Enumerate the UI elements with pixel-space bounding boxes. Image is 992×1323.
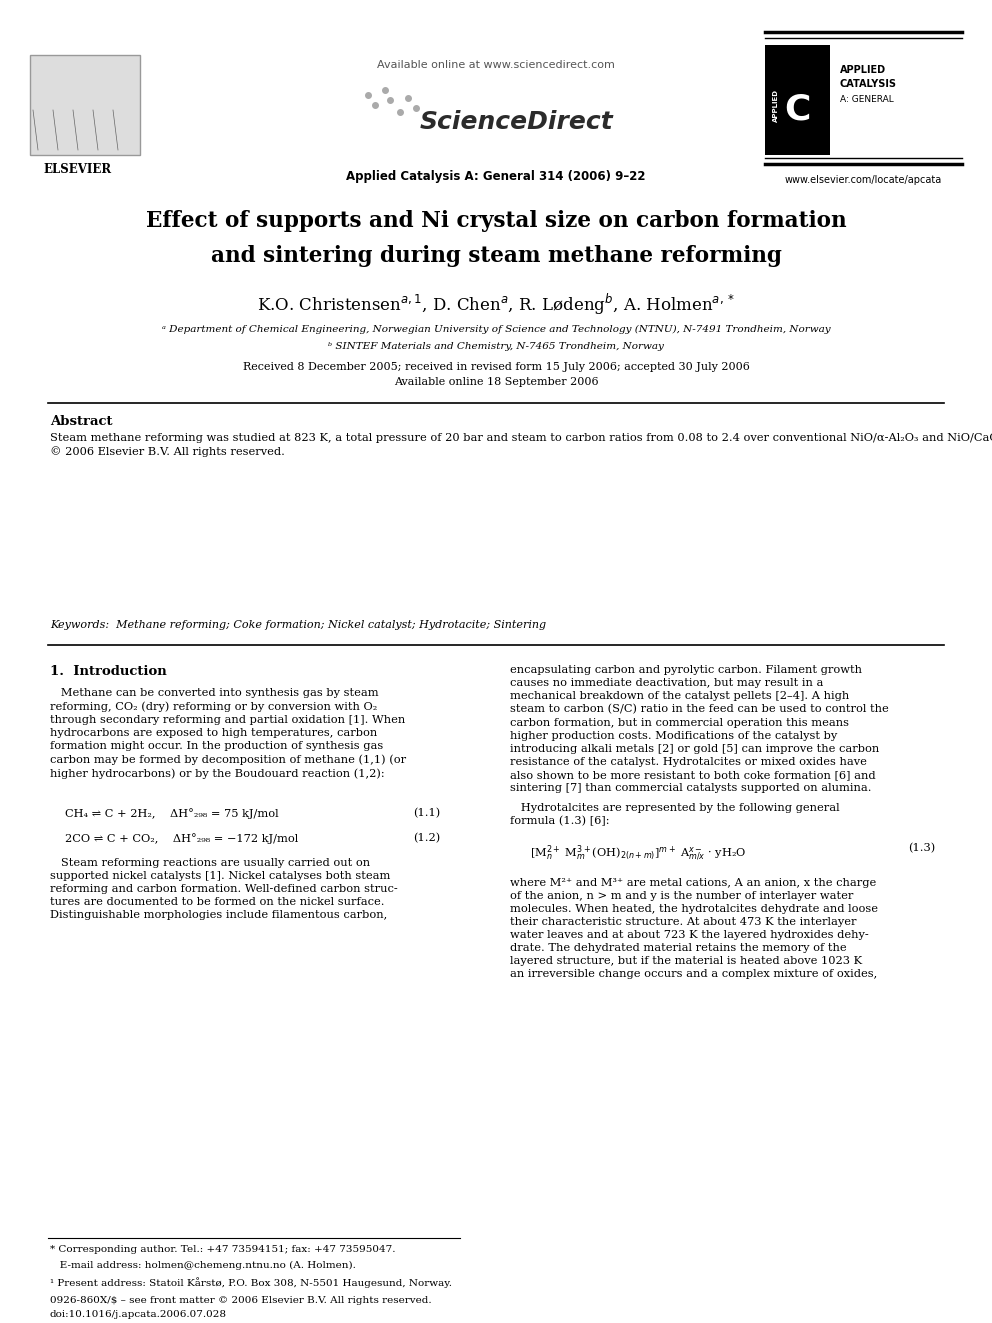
Text: www.elsevier.com/locate/apcata: www.elsevier.com/locate/apcata xyxy=(785,175,941,185)
Text: Keywords:  Methane reforming; Coke formation; Nickel catalyst; Hydrotacite; Sint: Keywords: Methane reforming; Coke format… xyxy=(50,620,547,630)
Text: Effect of supports and Ni crystal size on carbon formation: Effect of supports and Ni crystal size o… xyxy=(146,210,846,232)
Text: K.O. Christensen$^{a,1}$, D. Chen$^{a}$, R. Lødeng$^{b}$, A. Holmen$^{a,*}$: K.O. Christensen$^{a,1}$, D. Chen$^{a}$,… xyxy=(257,292,735,318)
Text: ELSEVIER: ELSEVIER xyxy=(44,163,112,176)
Text: [M$^{2+}_n$ M$^{3+}_m$(OH)$_{2(n+m)}$]$^{m+}$ A$^{x-}_{m/x}$ · yH₂O: [M$^{2+}_n$ M$^{3+}_m$(OH)$_{2(n+m)}$]$^… xyxy=(530,843,746,863)
Text: CH₄ ⇌ C + 2H₂,    ΔH°₂₉₈ = 75 kJ/mol: CH₄ ⇌ C + 2H₂, ΔH°₂₉₈ = 75 kJ/mol xyxy=(65,808,279,819)
Text: Steam methane reforming was studied at 823 K, a total pressure of 20 bar and ste: Steam methane reforming was studied at 8… xyxy=(50,433,992,456)
Text: (1.2): (1.2) xyxy=(413,833,440,843)
Text: ScienceDirect: ScienceDirect xyxy=(420,110,614,134)
Text: APPLIED: APPLIED xyxy=(773,89,779,122)
Text: Steam reforming reactions are usually carried out on
supported nickel catalysts : Steam reforming reactions are usually ca… xyxy=(50,859,398,921)
Text: 0926-860X/$ – see front matter © 2006 Elsevier B.V. All rights reserved.: 0926-860X/$ – see front matter © 2006 El… xyxy=(50,1297,432,1304)
Bar xyxy=(765,45,830,155)
Text: A: GENERAL: A: GENERAL xyxy=(840,95,894,105)
Text: 1.  Introduction: 1. Introduction xyxy=(50,665,167,677)
Text: APPLIED: APPLIED xyxy=(840,65,886,75)
Text: CATALYSIS: CATALYSIS xyxy=(840,79,897,89)
Text: (1.3): (1.3) xyxy=(908,843,935,853)
Text: ᵇ SINTEF Materials and Chemistry, N-7465 Trondheim, Norway: ᵇ SINTEF Materials and Chemistry, N-7465… xyxy=(328,343,664,351)
Text: Abstract: Abstract xyxy=(50,415,112,429)
Text: Available online 18 September 2006: Available online 18 September 2006 xyxy=(394,377,598,388)
Text: * Corresponding author. Tel.: +47 73594151; fax: +47 73595047.: * Corresponding author. Tel.: +47 735941… xyxy=(50,1245,396,1254)
Text: (1.1): (1.1) xyxy=(413,808,440,819)
Bar xyxy=(30,56,140,155)
Text: ᵃ Department of Chemical Engineering, Norwegian University of Science and Techno: ᵃ Department of Chemical Engineering, No… xyxy=(162,325,830,335)
Text: C: C xyxy=(784,93,810,126)
Text: 2CO ⇌ C + CO₂,    ΔH°₂₉₈ = −172 kJ/mol: 2CO ⇌ C + CO₂, ΔH°₂₉₈ = −172 kJ/mol xyxy=(65,833,299,844)
Text: doi:10.1016/j.apcata.2006.07.028: doi:10.1016/j.apcata.2006.07.028 xyxy=(50,1310,227,1319)
Text: where M²⁺ and M³⁺ are metal cations, A an anion, x the charge
of the anion, n > : where M²⁺ and M³⁺ are metal cations, A a… xyxy=(510,878,878,979)
Text: encapsulating carbon and pyrolytic carbon. Filament growth
causes no immediate d: encapsulating carbon and pyrolytic carbo… xyxy=(510,665,889,792)
Text: Methane can be converted into synthesis gas by steam
reforming, CO₂ (dry) reform: Methane can be converted into synthesis … xyxy=(50,688,406,778)
Text: Hydrotalcites are represented by the following general
formula (1.3) [6]:: Hydrotalcites are represented by the fol… xyxy=(510,803,839,827)
Text: ¹ Present address: Statoil Kårstø, P.O. Box 308, N-5501 Haugesund, Norway.: ¹ Present address: Statoil Kårstø, P.O. … xyxy=(50,1277,452,1287)
Text: Applied Catalysis A: General 314 (2006) 9–22: Applied Catalysis A: General 314 (2006) … xyxy=(346,169,646,183)
Text: E-mail address: holmen@chemeng.ntnu.no (A. Holmen).: E-mail address: holmen@chemeng.ntnu.no (… xyxy=(50,1261,356,1270)
Text: Available online at www.sciencedirect.com: Available online at www.sciencedirect.co… xyxy=(377,60,615,70)
Text: Received 8 December 2005; received in revised form 15 July 2006; accepted 30 Jul: Received 8 December 2005; received in re… xyxy=(243,363,749,372)
Text: and sintering during steam methane reforming: and sintering during steam methane refor… xyxy=(210,245,782,267)
